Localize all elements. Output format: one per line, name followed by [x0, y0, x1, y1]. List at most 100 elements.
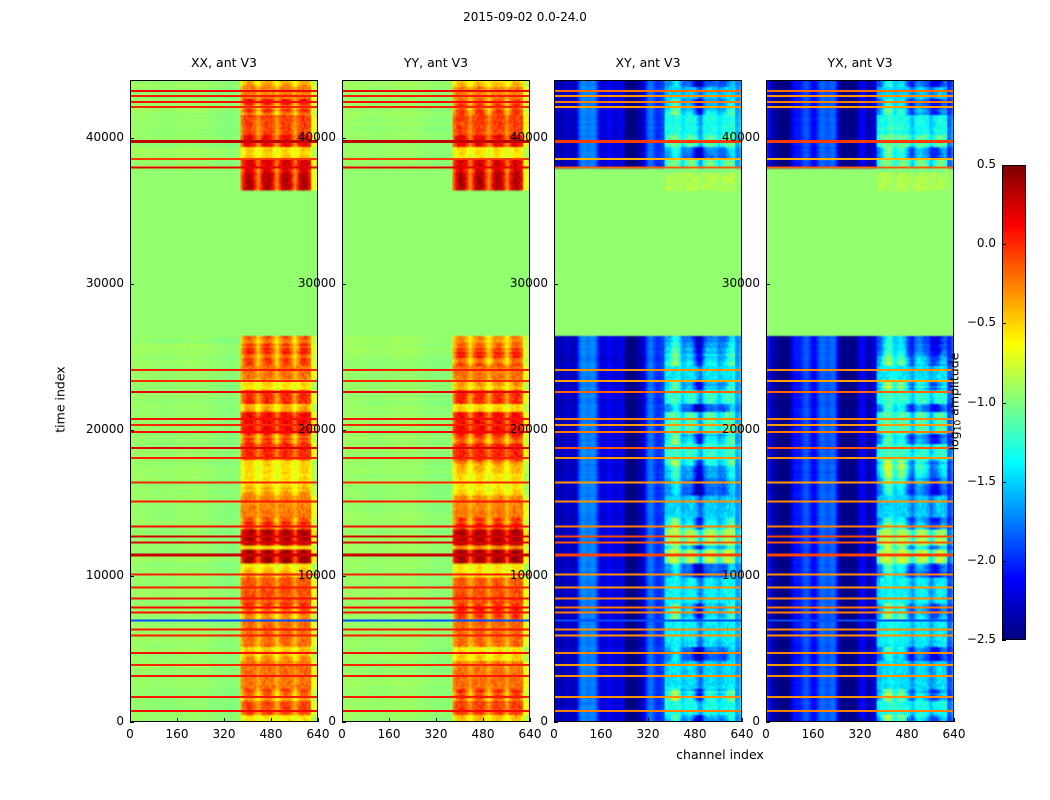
x-tick-mark — [177, 718, 178, 722]
y-axis-label: time index — [52, 366, 68, 433]
y-tick-mark — [130, 284, 134, 285]
x-tick-mark — [554, 718, 555, 722]
y-tick-mark — [130, 722, 134, 723]
x-tick-label: 320 — [636, 727, 660, 741]
colorbar-gradient — [1003, 166, 1025, 639]
waterfall-panel-yy[interactable] — [342, 80, 530, 722]
x-tick-mark — [318, 718, 319, 722]
x-tick-mark — [224, 718, 225, 722]
y-tick-mark — [554, 284, 558, 285]
y-tick-label: 40000 — [85, 130, 124, 145]
colorbar-tick-label: −1.0 — [966, 394, 996, 409]
colorbar-tick-mark — [1002, 403, 1006, 404]
y-tick-mark — [342, 722, 346, 723]
x-tick-label: 640 — [306, 727, 330, 741]
x-tick-label: 640 — [942, 727, 966, 741]
colorbar[interactable] — [1002, 165, 1026, 640]
x-tick-mark — [742, 718, 743, 722]
y-tick-label: 40000 — [509, 130, 548, 145]
y-tick-mark — [342, 138, 346, 139]
x-tick-mark — [648, 718, 649, 722]
x-tick-label: 160 — [589, 727, 613, 741]
y-tick-label: 0 — [328, 714, 336, 728]
y-tick-label: 40000 — [721, 130, 760, 145]
y-tick-label: 0 — [752, 714, 760, 728]
y-tick-mark — [342, 430, 346, 431]
waterfall-image-yy — [343, 81, 529, 721]
y-tick-mark — [554, 138, 558, 139]
y-tick-label: 30000 — [721, 276, 760, 291]
x-tick-mark — [954, 718, 955, 722]
y-tick-label: 20000 — [85, 422, 124, 437]
figure-suptitle: 2015-09-02 0.0-24.0 — [463, 10, 587, 24]
x-tick-mark — [601, 718, 602, 722]
y-tick-label: 10000 — [509, 568, 548, 583]
y-tick-label: 40000 — [297, 130, 336, 145]
x-tick-mark — [130, 718, 131, 722]
x-tick-label: 480 — [259, 727, 283, 741]
y-tick-mark — [766, 138, 770, 139]
x-tick-mark — [436, 718, 437, 722]
x-tick-label: 0 — [550, 727, 558, 741]
y-tick-mark — [766, 284, 770, 285]
x-tick-mark — [813, 718, 814, 722]
waterfall-panel-xx[interactable] — [130, 80, 318, 722]
y-tick-mark — [342, 576, 346, 577]
colorbar-tick-label: −1.5 — [966, 473, 996, 488]
colorbar-tick-mark — [1002, 323, 1006, 324]
colorbar-tick-label: 0.0 — [976, 236, 996, 251]
colorbar-label-subscript: 10 — [953, 419, 964, 431]
y-tick-label: 30000 — [85, 276, 124, 291]
colorbar-tick-mark — [1002, 165, 1006, 166]
colorbar-tick-label: −2.0 — [966, 552, 996, 567]
x-tick-mark — [483, 718, 484, 722]
x-tick-mark — [530, 718, 531, 722]
x-tick-label: 480 — [683, 727, 707, 741]
colorbar-tick-mark — [1002, 561, 1006, 562]
y-tick-mark — [766, 722, 770, 723]
colorbar-tick-mark — [1002, 244, 1006, 245]
x-tick-label: 160 — [801, 727, 825, 741]
x-tick-label: 0 — [762, 727, 770, 741]
x-tick-label: 0 — [126, 727, 134, 741]
x-tick-label: 320 — [212, 727, 236, 741]
y-tick-label: 20000 — [721, 422, 760, 437]
x-axis-label: channel index — [676, 747, 764, 762]
x-tick-mark — [766, 718, 767, 722]
x-tick-label: 480 — [471, 727, 495, 741]
panel-title-yx: YX, ant V3 — [827, 55, 893, 70]
x-tick-label: 320 — [848, 727, 872, 741]
x-tick-label: 160 — [377, 727, 401, 741]
panel-title-xx: XX, ant V3 — [190, 55, 258, 70]
waterfall-image-xy — [555, 81, 741, 721]
colorbar-label-prefix: log — [946, 430, 962, 450]
x-tick-label: 160 — [165, 727, 189, 741]
colorbar-label: log10 amplitude — [946, 291, 964, 511]
colorbar-tick-mark — [1002, 640, 1006, 641]
colorbar-tick-label: 0.5 — [976, 157, 996, 171]
x-tick-mark — [271, 718, 272, 722]
x-tick-mark — [695, 718, 696, 722]
y-tick-mark — [130, 138, 134, 139]
x-tick-mark — [342, 718, 343, 722]
y-tick-mark — [766, 576, 770, 577]
y-tick-mark — [554, 430, 558, 431]
waterfall-panel-yx[interactable] — [766, 80, 954, 722]
y-tick-label: 20000 — [509, 422, 548, 437]
y-tick-label: 0 — [116, 714, 124, 728]
panel-title-yy: YY, ant V3 — [403, 55, 469, 70]
y-tick-label: 20000 — [297, 422, 336, 437]
waterfall-panel-xy[interactable] — [554, 80, 742, 722]
x-tick-label: 480 — [895, 727, 919, 741]
colorbar-tick-mark — [1002, 482, 1006, 483]
y-tick-mark — [130, 576, 134, 577]
waterfall-image-yx — [767, 81, 953, 721]
y-tick-label: 30000 — [297, 276, 336, 291]
panel-title-xy: XY, ant V3 — [615, 55, 681, 70]
y-tick-label: 10000 — [85, 568, 124, 583]
x-tick-label: 640 — [518, 727, 542, 741]
colorbar-label-suffix: amplitude — [946, 352, 962, 420]
x-tick-label: 0 — [338, 727, 346, 741]
colorbar-tick-label: −2.5 — [966, 632, 996, 646]
